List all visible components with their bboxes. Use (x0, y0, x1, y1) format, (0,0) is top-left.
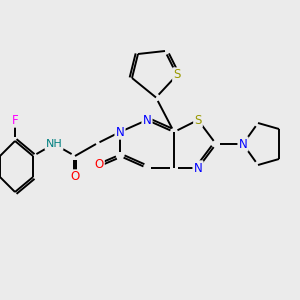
Text: N: N (142, 113, 152, 127)
Text: O: O (70, 170, 80, 184)
Text: N: N (238, 137, 247, 151)
Text: N: N (116, 125, 124, 139)
Text: NH: NH (46, 139, 62, 149)
Text: S: S (173, 68, 181, 82)
Text: S: S (194, 113, 202, 127)
Text: F: F (12, 113, 18, 127)
Text: O: O (94, 158, 103, 172)
Text: N: N (194, 161, 202, 175)
